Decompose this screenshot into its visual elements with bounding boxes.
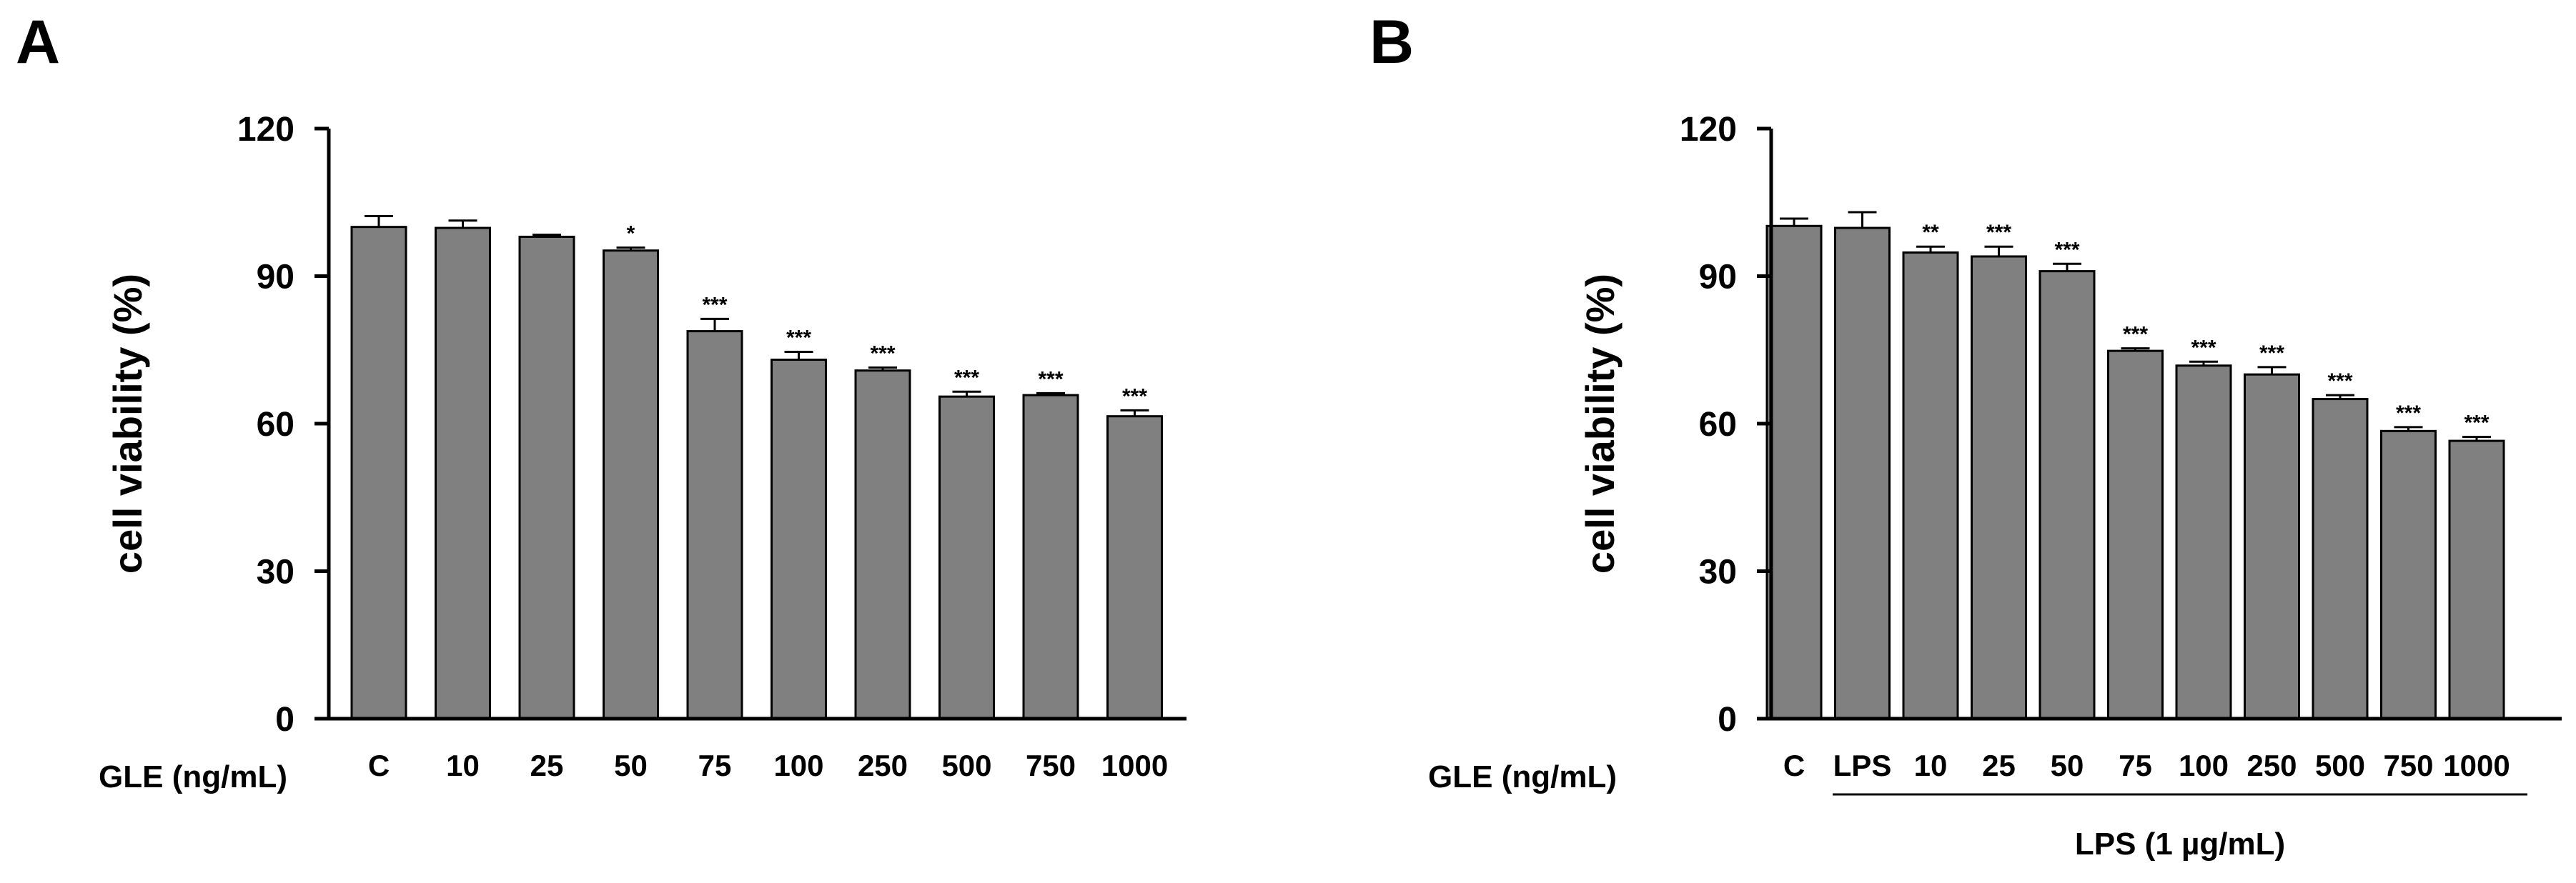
panel-b-significance-25: *** <box>1986 221 2011 244</box>
panel-a-significance-500: *** <box>954 366 979 389</box>
panel-b-bar-C <box>1765 224 1823 720</box>
panel-b-x-tick-label-10: 10 <box>1914 749 1948 782</box>
panel-a-y-axis-label: cell viability (%) <box>105 274 150 574</box>
panel-b-letter: B <box>1369 8 1414 76</box>
panel-a-bar-25 <box>518 235 575 720</box>
panel-b-x-tick-label-1000: 1000 <box>2443 749 2510 782</box>
panel-b-significance-1000: *** <box>2464 411 2489 435</box>
panel-b-significance-750: *** <box>2396 401 2421 425</box>
panel-a-bar-500 <box>938 395 995 720</box>
panel-a-x-axis-title: GLE (ng/mL) <box>99 759 287 794</box>
panel-b-y-tick-label-0: 0 <box>1718 701 1737 739</box>
panel-a-x-tick-label-750: 750 <box>1026 749 1076 782</box>
panel-a-bar-10 <box>435 226 491 720</box>
panel-a-bar-250 <box>854 369 911 720</box>
panel-b-x-tick-label-LPS: LPS <box>1833 749 1892 782</box>
panel-b-x-tick-label-250: 250 <box>2246 749 2297 782</box>
panel-a-bar-C <box>350 226 407 720</box>
panel-b-y-tick-label-60: 60 <box>1699 406 1737 444</box>
panel-b-bar-500 <box>2312 398 2369 720</box>
panel-b-x-tick-label-500: 500 <box>2315 749 2365 782</box>
panel-a-y-tick-label-120: 120 <box>237 111 294 149</box>
panel-b-bar-75 <box>2107 349 2164 720</box>
panel-b-y-tick-label-120: 120 <box>1680 111 1737 149</box>
panel-a-x-tick-label-25: 25 <box>530 749 564 782</box>
panel-a-x-tick-label-C: C <box>368 749 390 782</box>
panel-a-significance-750: *** <box>1038 367 1063 391</box>
panel-a-significance-75: *** <box>702 293 727 316</box>
panel-a-x-tick-label-500: 500 <box>941 749 991 782</box>
panel-b-y-tick-label-30: 30 <box>1699 554 1737 592</box>
panel-b-bar-100 <box>2175 364 2232 720</box>
panel-b-bar-10 <box>1902 251 1959 720</box>
panel-b-significance-250: *** <box>2259 341 2284 365</box>
panel-b-x-tick-label-750: 750 <box>2383 749 2433 782</box>
panel-b-significance-50: *** <box>2054 238 2079 261</box>
panel-b-bar-250 <box>2244 373 2300 720</box>
panel-a-significance-1000: *** <box>1122 384 1147 408</box>
panel-a-x-tick-label-1000: 1000 <box>1101 749 1168 782</box>
panel-a-significance-100: *** <box>786 326 811 350</box>
panel-a-letter: A <box>16 8 60 76</box>
panel-a-bar-100 <box>771 359 827 720</box>
panel-a-bar-750 <box>1022 394 1079 720</box>
panel-b-significance-10: ** <box>1922 221 1939 244</box>
panel-a-x-tick-label-50: 50 <box>614 749 648 782</box>
panel-b-x-axis-title: GLE (ng/mL) <box>1428 759 1617 794</box>
panel-a-x-tick-label-250: 250 <box>858 749 908 782</box>
panel-b-y-axis-label: cell viability (%) <box>1577 274 1623 574</box>
panel-b-y-tick-label-90: 90 <box>1699 259 1737 296</box>
panel-b-x-tick-label-25: 25 <box>1982 749 2016 782</box>
panel-b-x-tick-label-50: 50 <box>2051 749 2084 782</box>
panel-b-significance-75: *** <box>2123 323 2148 346</box>
panel-b-x-tick-label-75: 75 <box>2119 749 2152 782</box>
panel-b-x-tick-label-C: C <box>1783 749 1805 782</box>
panel-a-bar-75 <box>686 330 743 720</box>
panel-b-bar-LPS <box>1834 226 1891 720</box>
panel-a-x-tick-label-100: 100 <box>773 749 823 782</box>
panel-a-y-tick-label-30: 30 <box>257 554 294 592</box>
panel-a-y-tick-label-60: 60 <box>257 406 294 444</box>
panel-b-bar-750 <box>2380 429 2437 720</box>
panel-a-significance-50: * <box>627 222 635 246</box>
panel-a-bar-50 <box>603 249 659 720</box>
panel-a-significance-250: *** <box>870 342 895 366</box>
panel-b-bar-25 <box>1971 255 2027 720</box>
panel-b-group-label: LPS (1 µg/mL) <box>2075 827 2285 862</box>
panel-b-significance-100: *** <box>2191 336 2216 359</box>
panel-b-bar-1000 <box>2448 439 2505 720</box>
panel-a-x-tick-label-10: 10 <box>446 749 480 782</box>
panel-b-x-tick-label-100: 100 <box>2179 749 2229 782</box>
panel-a-y-tick-label-0: 0 <box>275 701 294 739</box>
panel-a-x-tick-label-75: 75 <box>698 749 732 782</box>
panel-b-bar-50 <box>2038 270 2096 720</box>
panel-b-significance-500: *** <box>2327 369 2352 393</box>
panel-a-y-tick-label-90: 90 <box>257 259 294 296</box>
panel-a-bar-1000 <box>1106 415 1163 720</box>
